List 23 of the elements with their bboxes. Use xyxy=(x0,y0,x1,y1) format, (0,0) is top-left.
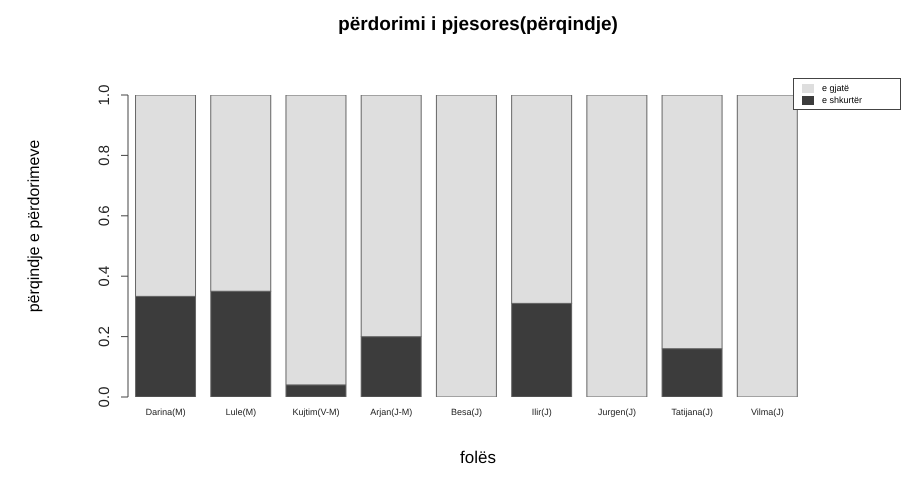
y-tick-label: 0.6 xyxy=(96,205,113,226)
text: e gjatë xyxy=(822,82,850,94)
x-tick-label: Ilir(J) xyxy=(532,407,552,417)
y-axis-title: përqindje e përdorimeve xyxy=(26,140,43,312)
bar xyxy=(736,95,798,397)
bar xyxy=(436,95,497,397)
x-axis-title: folës xyxy=(459,448,497,468)
y-tick-label: 1.0 xyxy=(96,84,113,106)
x-tick-label: Lule(M) xyxy=(226,407,256,417)
y-tick-label: 0.8 xyxy=(96,144,113,166)
x-tick-label: Arjan(J-M) xyxy=(370,407,412,417)
y-tick-label: 0.2 xyxy=(96,326,113,348)
x-tick-label: Besa(J) xyxy=(450,407,482,417)
x-tick-label: Vilma(J) xyxy=(750,407,784,417)
x-tick-label: Darina(M) xyxy=(146,407,186,417)
x-tick-label: Kujtim(V-M) xyxy=(292,407,340,417)
legend-label: e shkurtër xyxy=(822,94,862,106)
x-tick-label: Tatijana(J) xyxy=(671,407,713,417)
x-tick-label: Jurgen(J) xyxy=(598,407,636,417)
y-tick-label: 0.0 xyxy=(96,386,113,408)
y-tick-label: 0.4 xyxy=(96,266,113,287)
bar xyxy=(586,95,648,397)
chart-title: përdorimi i pjesores(përqindje) xyxy=(337,14,619,36)
